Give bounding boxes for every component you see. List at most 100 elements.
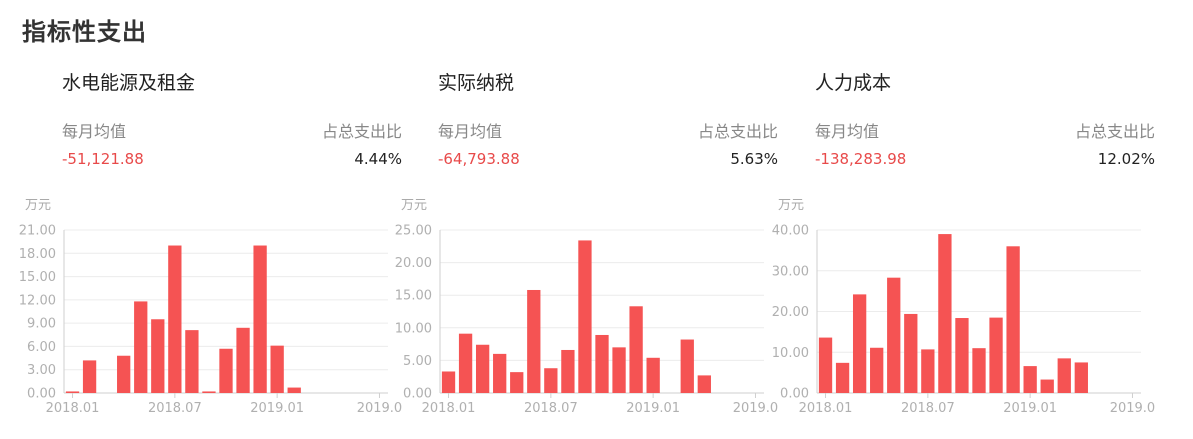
expense-ratio-label: 占总支出比 bbox=[1074, 122, 1155, 141]
expense-ratio-label: 占总支出比 bbox=[697, 122, 778, 141]
x-tick-label: 2018.01 bbox=[799, 401, 853, 416]
y-axis-unit: 万元 bbox=[778, 198, 804, 213]
bar-2018.04 bbox=[117, 355, 131, 393]
bar-2018.03 bbox=[475, 344, 490, 393]
bar-2019.01 bbox=[1023, 366, 1037, 393]
bar-2018.01 bbox=[441, 371, 456, 393]
bar-2018.08 bbox=[561, 349, 575, 393]
y-axis-unit: 万元 bbox=[401, 198, 427, 213]
bar-2018.04 bbox=[870, 347, 884, 393]
bar-2018.12 bbox=[629, 306, 643, 393]
monthly-average-label: 每月均值 bbox=[62, 122, 127, 141]
bar-2018.01 bbox=[65, 391, 80, 393]
y-tick-label: 0.00 bbox=[780, 387, 809, 402]
bar-2018.06 bbox=[527, 289, 541, 393]
expense-ratio-value: 12.02% bbox=[1097, 150, 1155, 168]
monthly-average-label: 每月均值 bbox=[815, 122, 880, 141]
y-tick-label: 20.00 bbox=[772, 305, 809, 320]
bar-2018.01 bbox=[818, 337, 833, 393]
y-tick-label: 20.00 bbox=[395, 256, 432, 271]
monthly-average-value: -138,283.98 bbox=[815, 150, 907, 168]
bar-2018.09 bbox=[578, 240, 592, 393]
expense-ratio-value: 4.44% bbox=[354, 150, 402, 168]
bar-2019.01 bbox=[270, 345, 284, 393]
bar-2018.09 bbox=[202, 391, 216, 393]
bar-chart-utilities: 万元 0.00 3.00 6.00 9.00 12.00 15.00 18.00 21.00 20… bbox=[19, 198, 402, 416]
y-tick-label: 9.00 bbox=[27, 317, 56, 332]
panel-tax: 实际纳税 每月均值 占总支出比 -64,793.88 5.63% 万元 0.00 5… bbox=[395, 64, 778, 434]
x-tick-label: 2018.07 bbox=[901, 401, 955, 416]
bar-2018.04 bbox=[493, 353, 507, 393]
bar-2018.07 bbox=[921, 349, 935, 393]
bar-2019.04 bbox=[697, 375, 711, 393]
bar-2018.06 bbox=[904, 313, 918, 393]
y-axis-unit: 万元 bbox=[25, 198, 51, 213]
bar-2018.08 bbox=[938, 234, 952, 393]
bar-2018.07 bbox=[544, 368, 558, 393]
expense-ratio-value: 5.63% bbox=[730, 150, 778, 168]
bar-2018.11 bbox=[236, 327, 250, 393]
panel-title: 水电能源及租金 bbox=[62, 72, 196, 94]
y-tick-label: 40.00 bbox=[772, 224, 809, 239]
bar-2019.01 bbox=[646, 357, 660, 393]
bar-2018.02 bbox=[458, 333, 473, 393]
y-tick-label: 15.00 bbox=[19, 270, 56, 285]
x-tick-label: 2019.0 bbox=[1110, 401, 1155, 416]
x-tick-label: 2019.01 bbox=[250, 401, 304, 416]
bar-2018.06 bbox=[151, 319, 165, 393]
y-tick-label: 5.00 bbox=[403, 354, 432, 369]
y-tick-label: 0.00 bbox=[27, 387, 56, 402]
bar-2018.07 bbox=[168, 245, 182, 393]
bar-2019.02 bbox=[1040, 379, 1054, 393]
panel-title: 实际纳税 bbox=[438, 72, 515, 94]
y-tick-label: 10.00 bbox=[395, 321, 432, 336]
y-tick-label: 21.00 bbox=[19, 224, 56, 239]
x-tick-label: 2018.07 bbox=[524, 401, 578, 416]
bar-2018.12 bbox=[253, 245, 267, 393]
y-tick-label: 25.00 bbox=[395, 224, 432, 239]
bar-chart-labor: 万元 0.00 10.00 20.00 30.00 40.00 2018.01 2018.07… bbox=[772, 198, 1155, 416]
x-tick-label: 2018.07 bbox=[148, 401, 202, 416]
y-tick-label: 30.00 bbox=[772, 264, 809, 279]
bar-2019.03 bbox=[1057, 358, 1071, 393]
x-tick-label: 2019.0 bbox=[733, 401, 778, 416]
monthly-average-label: 每月均值 bbox=[438, 122, 503, 141]
bar-2018.02 bbox=[82, 360, 97, 393]
expense-ratio-label: 占总支出比 bbox=[321, 122, 402, 141]
y-tick-label: 0.00 bbox=[403, 387, 432, 402]
bar-2018.11 bbox=[989, 317, 1003, 393]
bar-2018.10 bbox=[595, 334, 609, 393]
bar-2018.05 bbox=[510, 372, 524, 393]
x-tick-label: 2019.0 bbox=[357, 401, 402, 416]
panel-utilities: 水电能源及租金 每月均值 占总支出比 -51,121.88 4.44% 万元 0.… bbox=[19, 64, 402, 434]
y-tick-label: 6.00 bbox=[27, 340, 56, 355]
bar-2018.11 bbox=[612, 347, 626, 393]
y-tick-label: 12.00 bbox=[19, 293, 56, 308]
bar-2018.08 bbox=[185, 330, 199, 393]
y-tick-label: 18.00 bbox=[19, 247, 56, 262]
bar-2018.10 bbox=[219, 348, 233, 393]
bar-2018.03 bbox=[852, 294, 867, 393]
x-tick-label: 2019.01 bbox=[626, 401, 680, 416]
page-title: 指标性支出 bbox=[22, 18, 147, 46]
bar-2019.03 bbox=[680, 339, 694, 393]
bar-2018.05 bbox=[887, 277, 901, 393]
y-tick-label: 3.00 bbox=[27, 363, 56, 378]
x-tick-label: 2018.01 bbox=[46, 401, 100, 416]
bar-2018.09 bbox=[955, 318, 969, 393]
panel-labor: 人力成本 每月均值 占总支出比 -138,283.98 12.02% 万元 0.0… bbox=[772, 64, 1155, 434]
monthly-average-value: -64,793.88 bbox=[438, 150, 520, 168]
bar-2018.05 bbox=[134, 301, 148, 393]
monthly-average-value: -51,121.88 bbox=[62, 150, 144, 168]
y-tick-label: 10.00 bbox=[772, 346, 809, 361]
bar-2019.02 bbox=[287, 387, 301, 393]
bar-2018.10 bbox=[972, 348, 986, 393]
bar-2019.04 bbox=[1074, 362, 1088, 393]
bar-2018.12 bbox=[1006, 246, 1020, 393]
bar-chart-tax: 万元 0.00 5.00 10.00 15.00 20.00 25.00 2018.01 201… bbox=[395, 198, 778, 416]
x-tick-label: 2019.01 bbox=[1003, 401, 1057, 416]
y-tick-label: 15.00 bbox=[395, 289, 432, 304]
panel-title: 人力成本 bbox=[815, 72, 892, 94]
x-tick-label: 2018.01 bbox=[422, 401, 476, 416]
bar-2018.02 bbox=[835, 362, 850, 393]
